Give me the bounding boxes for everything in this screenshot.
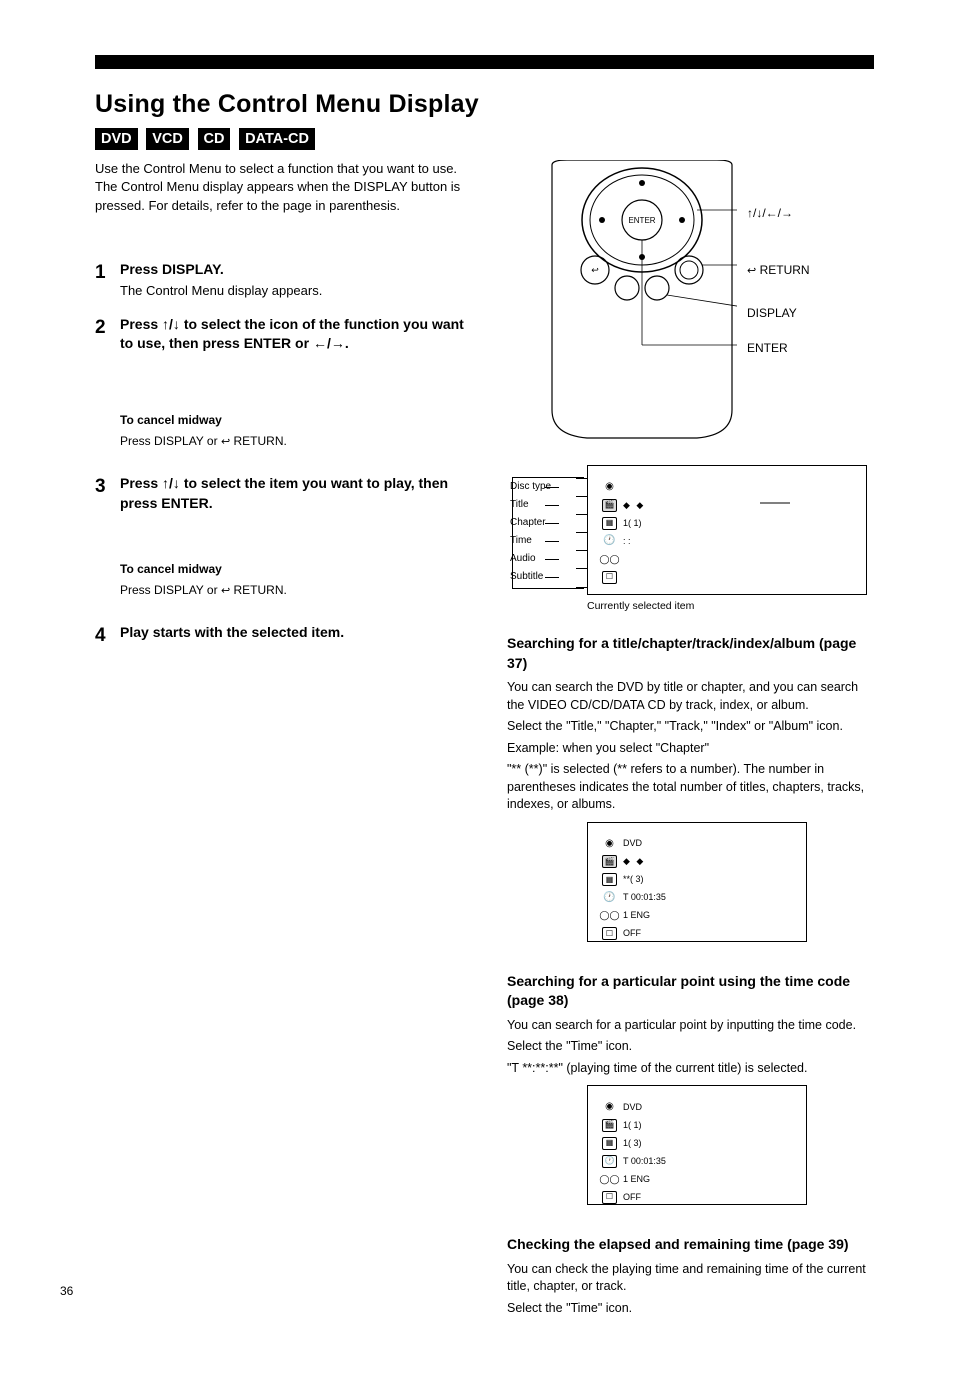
time-icon: 🕐 — [602, 891, 617, 904]
disc-icon: ◉ — [602, 837, 617, 850]
step-num: 1 — [95, 260, 120, 305]
display-searching: ◉ DVD 🎬 ◆ ◆ ▦ **( 3) 🕐 T 00:01:35 ◯◯ 1 ENG ☐ O… — [587, 822, 807, 942]
timecode-p1: You can search for a particular point by… — [507, 1017, 874, 1035]
step-sub-body: Press DISPLAY or ↩ RETURN. — [120, 433, 477, 450]
title-row: Using the Control Menu Display DVD VCD C… — [95, 87, 874, 150]
val: DVD — [623, 837, 642, 850]
disc-icon: ◉ — [602, 481, 617, 494]
disc-icon: ◉ — [602, 1101, 617, 1114]
searching-group: Searching for a title/chapter/track/inde… — [507, 634, 874, 942]
searching-title: Searching for a title/chapter/track/inde… — [507, 634, 874, 673]
display-lead-labels: Disc type Title Chapter Time Audio Subti… — [510, 478, 551, 586]
lead-subtitle: Subtitle — [510, 568, 551, 586]
val: 1 ENG — [623, 1173, 650, 1186]
step-hd: Press ↑/↓ to select the icon of the func… — [120, 315, 477, 354]
badge-cd: CD — [198, 128, 231, 150]
val: OFF — [623, 1191, 641, 1204]
remote-return-label: ↩ RETURN — [747, 262, 810, 279]
disp-title: ◆ ◆ — [623, 499, 645, 512]
timecode-p3: "T **:**:**" (playing time of the curren… — [507, 1060, 874, 1078]
searching-p3: "** (**)" is selected (** refers to a nu… — [507, 761, 874, 814]
elapsed-p2: Select the "Time" icon. — [507, 1300, 874, 1318]
disp-time: : : — [623, 535, 631, 548]
timecode-p2: Select the "Time" icon. — [507, 1038, 874, 1056]
audio-icon: ◯◯ — [602, 553, 617, 566]
val: 1( 1) — [623, 1119, 642, 1132]
title-icon: 🎬 — [602, 499, 617, 512]
searching-p1: You can search the DVD by title or chapt… — [507, 679, 874, 714]
intro-text: Use the Control Menu to select a functio… — [95, 160, 477, 215]
disp-chapter: 1( 1) — [623, 517, 642, 530]
svg-text:↩: ↩ — [591, 265, 599, 275]
val: T 00:01:35 — [623, 891, 666, 904]
step-hd: Press ↑/↓ to select the item you want to… — [120, 474, 477, 513]
step-4: 4 Play starts with the selected item. — [95, 623, 477, 650]
audio-icon: ◯◯ — [602, 1173, 617, 1186]
subtitle-icon: ☐ — [602, 571, 617, 584]
val: 1( 3) — [623, 1137, 642, 1150]
display-timecode: ◉ DVD 🎬 1( 1) ▦ 1( 3) 🕐 T 00:01:35 ◯◯ 1 ENG… — [587, 1085, 807, 1205]
step-num: 4 — [95, 623, 120, 650]
time-icon: 🕐 — [602, 1155, 617, 1168]
control-menu-display-main: Disc type Title Chapter Time Audio Subti… — [587, 465, 867, 595]
lead-time: Time — [510, 532, 551, 550]
remote-nav-label: ↑/↓/←/→ — [747, 205, 793, 222]
elapsed-group: Checking the elapsed and remaining time … — [507, 1235, 874, 1317]
page-title: Using the Control Menu Display — [95, 87, 874, 122]
remote-display-label: DISPLAY — [747, 305, 797, 322]
val: **( 3) — [623, 873, 644, 886]
badge-vcd: VCD — [146, 128, 189, 150]
val: ◆ ◆ — [623, 855, 645, 868]
val: DVD — [623, 1101, 642, 1114]
badge-datacd: DATA-CD — [239, 128, 315, 150]
step-2: 2 Press ↑/↓ to select the icon of the fu… — [95, 315, 477, 454]
audio-icon: ◯◯ — [602, 909, 617, 922]
remote-svg: ENTER ↩ — [547, 160, 737, 440]
step-3: 3 Press ↑/↓ to select the item you want … — [95, 474, 477, 603]
chapter-icon: ▦ — [602, 873, 617, 886]
time-icon: 🕐 — [602, 535, 617, 548]
step-sub-body: Press DISPLAY or ↩ RETURN. — [120, 582, 477, 599]
chapter-icon: ▦ — [602, 1137, 617, 1150]
badge-dvd: DVD — [95, 128, 138, 150]
step-sub-hd: To cancel midway — [120, 561, 477, 578]
header-divider — [95, 55, 874, 69]
lead-chapter: Chapter — [510, 514, 551, 532]
lead-title: Title — [510, 496, 551, 514]
val: T 00:01:35 — [623, 1155, 666, 1168]
chapter-icon: ▦ — [602, 517, 617, 530]
right-column: ENTER ↩ ↑/↓/←/→ ↩ RE — [507, 160, 874, 1347]
step-sub-hd: To cancel midway — [120, 412, 477, 429]
timecode-title: Searching for a particular point using t… — [507, 972, 874, 1011]
step-p: The Control Menu display appears. — [120, 282, 477, 300]
lead-disc: Disc type — [510, 478, 551, 496]
timecode-group: Searching for a particular point using t… — [507, 972, 874, 1206]
searching-example-label: Example: when you select "Chapter" — [507, 740, 874, 758]
svg-text:ENTER: ENTER — [628, 216, 655, 225]
step-num: 2 — [95, 315, 120, 454]
subtitle-icon: ☐ — [602, 1191, 617, 1204]
intro-p1: Use the Control Menu to select a functio… — [95, 160, 477, 215]
remote-enter-label: ENTER — [747, 340, 788, 357]
page-number: 36 — [60, 1283, 73, 1300]
val: 1 ENG — [623, 909, 650, 922]
left-column: Use the Control Menu to select a functio… — [95, 160, 477, 1347]
step-1: 1 Press DISPLAY. The Control Menu displa… — [95, 260, 477, 305]
searching-p2: Select the "Title," "Chapter," "Track," … — [507, 718, 874, 736]
steps-list: 1 Press DISPLAY. The Control Menu displa… — [95, 260, 477, 650]
subtitle-icon: ☐ — [602, 927, 617, 940]
title-icon: 🎬 — [602, 855, 617, 868]
title-icon: 🎬 — [602, 1119, 617, 1132]
val: OFF — [623, 927, 641, 940]
currently-label: Currently selected item — [587, 599, 874, 614]
remote-diagram: ENTER ↩ ↑/↓/←/→ ↩ RE — [507, 160, 874, 445]
step-hd: Press DISPLAY. — [120, 260, 477, 280]
elapsed-p1: You can check the playing time and remai… — [507, 1261, 874, 1296]
step-num: 3 — [95, 474, 120, 603]
lead-audio: Audio — [510, 550, 551, 568]
format-badges: DVD VCD CD DATA-CD — [95, 128, 874, 150]
step-hd: Play starts with the selected item. — [120, 623, 477, 643]
elapsed-title: Checking the elapsed and remaining time … — [507, 1235, 874, 1255]
